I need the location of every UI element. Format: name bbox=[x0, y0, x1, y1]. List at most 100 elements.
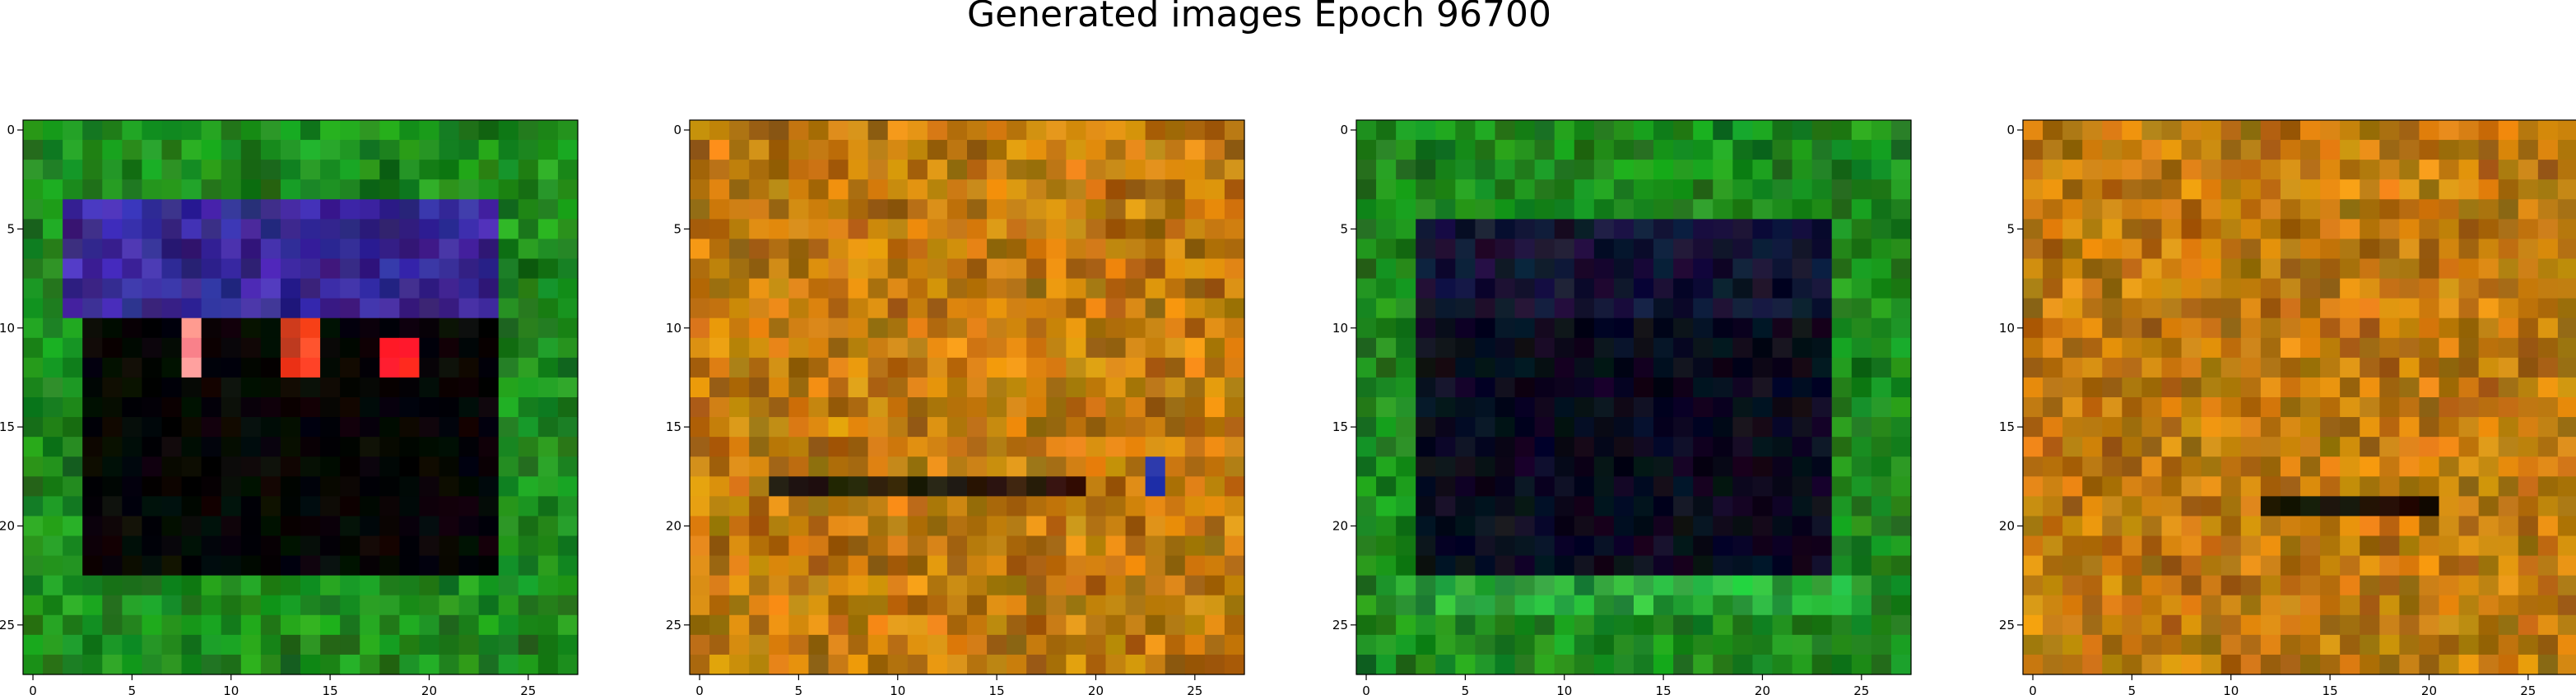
pixel bbox=[1811, 595, 1833, 616]
pixel bbox=[142, 219, 163, 240]
pixel bbox=[360, 614, 380, 636]
pixel bbox=[2498, 555, 2519, 577]
pixel bbox=[2161, 516, 2183, 537]
pixel bbox=[1831, 654, 1853, 675]
pixel bbox=[161, 476, 183, 497]
pixel bbox=[2557, 357, 2576, 378]
pixel bbox=[1752, 555, 1774, 577]
pixel bbox=[1165, 219, 1186, 240]
pixel bbox=[2419, 140, 2440, 160]
pixel bbox=[1125, 456, 1146, 477]
pixel bbox=[142, 377, 163, 398]
pixel bbox=[967, 278, 988, 299]
pixel bbox=[1495, 179, 1516, 200]
pixel bbox=[1752, 337, 1774, 359]
pixel bbox=[1356, 199, 1377, 220]
pixel bbox=[1634, 595, 1654, 616]
pixel bbox=[1475, 397, 1496, 418]
pixel bbox=[1752, 437, 1774, 457]
pixel bbox=[1224, 298, 1245, 319]
pixel bbox=[848, 179, 869, 200]
pixel bbox=[63, 239, 83, 260]
pixel bbox=[557, 199, 579, 220]
pixel bbox=[1184, 555, 1206, 577]
pixel bbox=[1184, 417, 1206, 438]
pixel bbox=[23, 516, 44, 537]
pixel bbox=[2498, 337, 2519, 359]
pixel bbox=[1145, 516, 1166, 537]
pixel bbox=[729, 140, 750, 160]
pixel bbox=[1125, 160, 1146, 180]
pixel bbox=[1613, 417, 1634, 438]
pixel bbox=[181, 357, 202, 378]
pixel bbox=[729, 258, 750, 280]
pixel bbox=[102, 219, 123, 240]
pixel bbox=[967, 357, 988, 378]
pixel bbox=[2360, 417, 2380, 438]
pixel bbox=[1026, 496, 1047, 517]
pixel bbox=[1416, 219, 1436, 240]
pixel bbox=[2399, 397, 2420, 418]
y-tick-label: 20 bbox=[666, 518, 681, 533]
pixel bbox=[221, 357, 242, 378]
pixel bbox=[1204, 160, 1225, 180]
y-tick-label: 5 bbox=[2006, 221, 2015, 236]
pixel bbox=[2340, 357, 2360, 378]
pixel bbox=[2320, 278, 2341, 299]
pixel bbox=[557, 120, 579, 141]
pixel bbox=[1514, 516, 1536, 537]
pixel bbox=[260, 179, 281, 200]
pixel bbox=[1105, 239, 1127, 260]
pixel bbox=[1224, 357, 1245, 378]
pixel bbox=[2557, 575, 2576, 596]
pixel bbox=[749, 377, 770, 398]
pixel bbox=[1554, 357, 1575, 378]
pixel bbox=[2082, 199, 2103, 220]
pixel bbox=[1752, 516, 1774, 537]
pixel bbox=[2181, 337, 2202, 359]
pixel bbox=[1396, 476, 1416, 497]
pixel bbox=[769, 199, 789, 220]
pixel bbox=[1145, 634, 1166, 656]
pixel bbox=[2458, 179, 2480, 200]
pixel bbox=[946, 337, 968, 359]
pixel bbox=[2043, 516, 2063, 537]
pixel bbox=[1224, 614, 1245, 636]
pixel bbox=[2280, 120, 2301, 141]
pixel bbox=[2300, 377, 2321, 398]
pixel bbox=[690, 575, 710, 596]
pixel bbox=[2240, 555, 2262, 577]
pixel bbox=[399, 120, 421, 141]
pixel bbox=[1831, 239, 1853, 260]
y-tick-label: 10 bbox=[1332, 321, 1348, 336]
pixel bbox=[1772, 179, 1793, 200]
pixel bbox=[1574, 258, 1595, 280]
pixel bbox=[1026, 317, 1047, 339]
pixel bbox=[1224, 278, 1245, 299]
pixel bbox=[808, 160, 830, 180]
pixel bbox=[1593, 140, 1615, 160]
pixel bbox=[518, 535, 539, 557]
pixel bbox=[1593, 278, 1615, 299]
pixel bbox=[887, 179, 909, 200]
pixel bbox=[478, 140, 500, 160]
pixel bbox=[927, 219, 948, 240]
pixel bbox=[887, 278, 909, 299]
pixel bbox=[1792, 140, 1813, 160]
pixel bbox=[1026, 614, 1047, 636]
pixel bbox=[142, 456, 163, 477]
pixel bbox=[2557, 437, 2576, 457]
pixel bbox=[43, 219, 63, 240]
pixel bbox=[2340, 397, 2360, 418]
pixel bbox=[2023, 199, 2044, 220]
pixel bbox=[690, 258, 710, 280]
pixel bbox=[1851, 357, 1872, 378]
axes-frame bbox=[689, 119, 1245, 675]
pixel bbox=[848, 357, 869, 378]
pixel bbox=[2280, 437, 2301, 457]
pixel bbox=[2181, 575, 2202, 596]
pixel bbox=[1811, 397, 1833, 418]
pixel bbox=[2220, 575, 2242, 596]
pixel bbox=[2280, 179, 2301, 200]
pixel bbox=[1693, 397, 1713, 418]
